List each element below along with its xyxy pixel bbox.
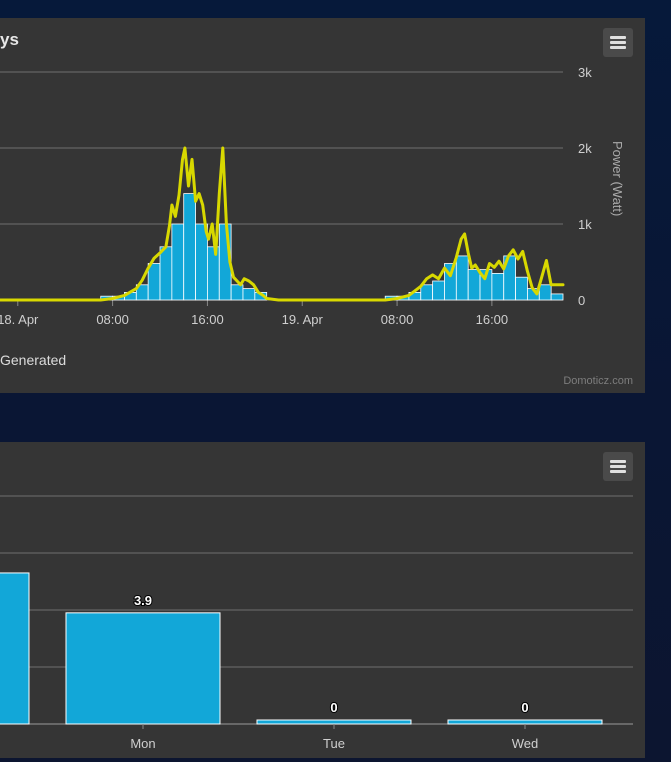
x-tick-label: 19. Apr	[282, 312, 324, 327]
bar	[183, 193, 196, 301]
x-tick-label: Mon	[130, 736, 155, 751]
y-tick-label: 1k	[578, 217, 592, 232]
x-tick-label: 18. Apr	[0, 312, 39, 327]
daily-energy-chart: 3.9 Mon 0 Tue 0 Wed	[0, 495, 633, 751]
bar	[491, 272, 505, 301]
bar	[455, 255, 469, 301]
data-label: 0	[330, 700, 337, 715]
bar	[242, 288, 256, 301]
bar	[171, 223, 185, 301]
x-tick-label: Tue	[323, 736, 345, 751]
bar	[432, 280, 445, 301]
power-line	[0, 146, 565, 302]
bar	[147, 263, 161, 301]
x-tick-label: Wed	[512, 736, 539, 751]
hamburger-menu-icon[interactable]	[603, 452, 633, 481]
y-axis-title: Power (Watt)	[610, 141, 625, 216]
x-tick-label: 16:00	[476, 312, 509, 327]
bar	[159, 246, 173, 301]
bar	[0, 572, 30, 725]
x-tick-label: 08:00	[381, 312, 414, 327]
bar	[420, 284, 434, 301]
bar	[550, 293, 564, 301]
bar	[195, 223, 208, 301]
bar	[207, 246, 220, 301]
bar	[515, 276, 528, 301]
bar	[65, 612, 221, 725]
bar	[467, 269, 481, 301]
y-tick-label: 3k	[578, 65, 592, 80]
bar	[447, 719, 603, 725]
data-label: 3.9	[134, 593, 152, 608]
credit-link[interactable]: Domoticz.com	[563, 375, 633, 387]
bar	[230, 284, 244, 301]
x-tick-label: 08:00	[96, 312, 129, 327]
y-tick-label: 2k	[578, 141, 592, 156]
chart-title: ys	[0, 30, 19, 49]
daily-energy-panel: 3.9 Mon 0 Tue 0 Wed	[0, 442, 645, 758]
bar	[256, 719, 412, 725]
x-tick-label: 16:00	[191, 312, 224, 327]
hamburger-menu-icon[interactable]	[603, 28, 633, 57]
bar	[538, 284, 552, 301]
power-chart-panel: ys 0 1k 2k 3k Power (Watt) 18. Apr 08:00 16:00 1…	[0, 18, 645, 393]
y-tick-label: 0	[578, 293, 585, 308]
legend-item-generated[interactable]: Generated	[0, 352, 67, 368]
data-label: 0	[521, 700, 528, 715]
power-chart: 0 1k 2k 3k Power (Watt) 18. Apr 08:00 16:00 19. …	[0, 65, 625, 327]
